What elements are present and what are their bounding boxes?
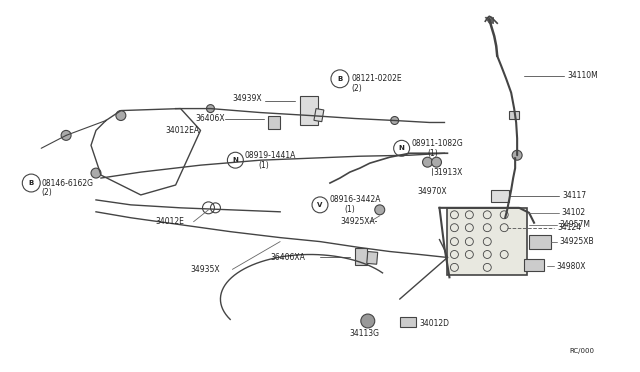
Circle shape	[512, 150, 522, 160]
Bar	[355, 247, 367, 265]
Text: 34102: 34102	[561, 208, 585, 217]
Text: 08121-0202E: 08121-0202E	[352, 74, 403, 83]
Bar	[524, 259, 544, 271]
Bar	[367, 251, 378, 264]
Text: (1): (1)	[259, 161, 269, 170]
Text: (1): (1)	[344, 205, 355, 214]
Bar	[300, 96, 318, 125]
Bar	[447, 208, 527, 275]
Text: 34110M: 34110M	[567, 71, 598, 80]
Text: 34012EA: 34012EA	[166, 126, 200, 135]
Text: 36406X: 36406X	[196, 114, 225, 123]
Circle shape	[116, 110, 126, 121]
Text: 31913X: 31913X	[433, 168, 463, 177]
Text: 08146-6162G: 08146-6162G	[41, 179, 93, 187]
Circle shape	[390, 116, 399, 125]
Circle shape	[422, 157, 433, 167]
Text: B: B	[337, 76, 342, 82]
Circle shape	[207, 105, 214, 113]
Text: 34925XB: 34925XB	[559, 237, 593, 246]
Text: B: B	[29, 180, 34, 186]
Text: RC/000: RC/000	[569, 348, 594, 354]
Text: (1): (1)	[428, 149, 438, 158]
Text: 08916-3442A: 08916-3442A	[330, 195, 381, 204]
Text: 34124: 34124	[557, 223, 581, 232]
Circle shape	[361, 314, 375, 328]
Text: 34925XA-: 34925XA-	[340, 217, 378, 226]
Circle shape	[492, 221, 506, 235]
Bar	[492, 190, 509, 202]
Text: 34939X: 34939X	[232, 94, 262, 103]
Text: N: N	[399, 145, 404, 151]
Bar	[399, 317, 415, 327]
Text: 34012D: 34012D	[420, 320, 449, 328]
Text: N: N	[232, 157, 238, 163]
Bar	[509, 110, 519, 119]
Circle shape	[61, 131, 71, 140]
Text: 34117: 34117	[562, 192, 586, 201]
Text: 34980X: 34980X	[556, 262, 586, 271]
Text: 36406XA: 36406XA	[270, 253, 305, 262]
Bar	[529, 235, 551, 248]
Text: 34113G: 34113G	[350, 329, 380, 339]
Text: 34935X: 34935X	[191, 265, 220, 274]
Circle shape	[375, 205, 385, 215]
Text: (2): (2)	[352, 84, 363, 93]
Bar	[494, 223, 504, 232]
Text: V: V	[317, 202, 323, 208]
Text: 08919-1441A: 08919-1441A	[244, 151, 296, 160]
Bar	[268, 116, 280, 129]
Text: 08911-1082G: 08911-1082G	[412, 139, 463, 148]
Text: 34012E: 34012E	[156, 217, 184, 226]
Circle shape	[431, 157, 442, 167]
Text: 34957M: 34957M	[559, 220, 590, 229]
Text: 34970X: 34970X	[417, 187, 447, 196]
Circle shape	[91, 168, 101, 178]
Bar	[314, 109, 324, 122]
Text: (2): (2)	[41, 189, 52, 198]
